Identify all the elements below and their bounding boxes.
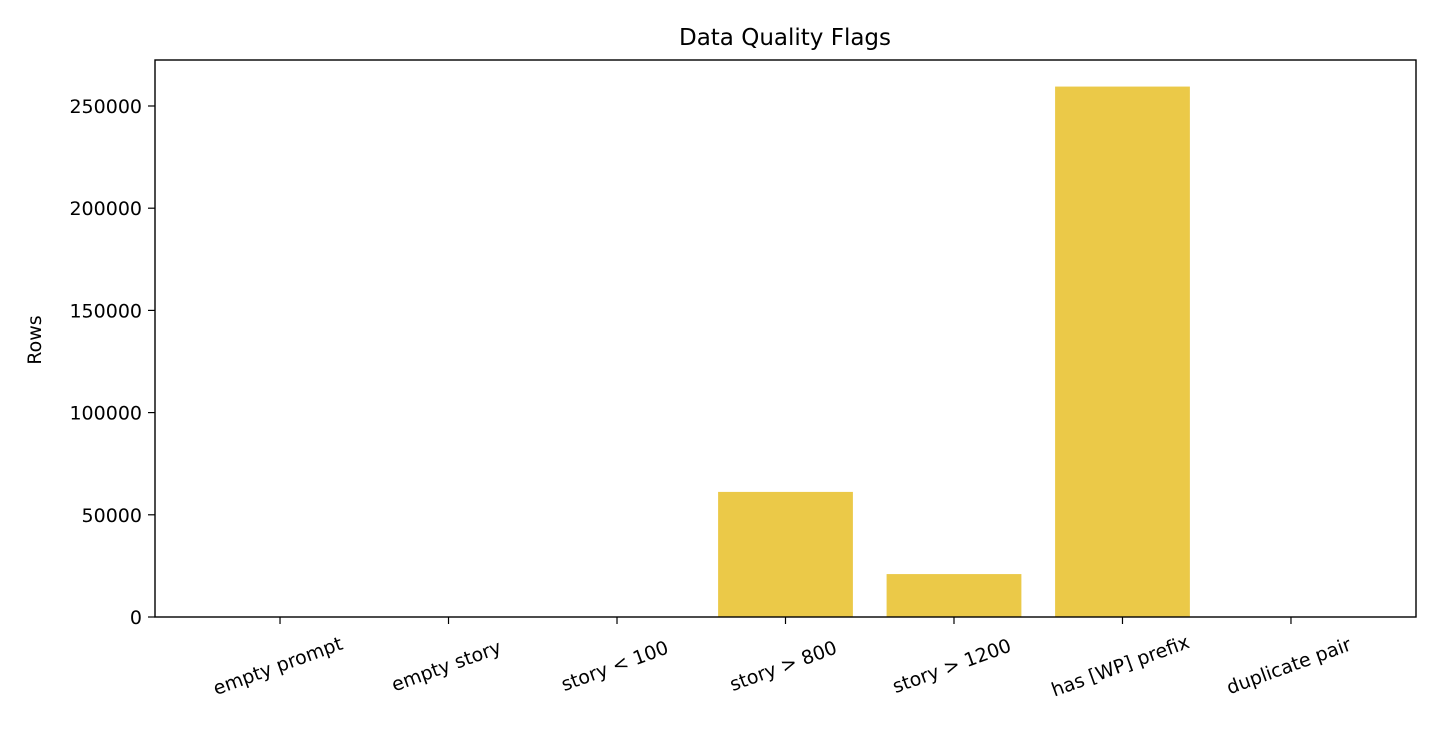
x-tick-label: story > 800 (727, 637, 840, 696)
y-tick-label: 50000 (82, 505, 142, 527)
x-tick-label: story > 1200 (890, 635, 1014, 698)
y-tick-label: 200000 (69, 198, 142, 220)
bar (718, 491, 853, 617)
y-tick-label: 150000 (69, 300, 142, 322)
chart-title: Data Quality Flags (679, 25, 891, 51)
x-tick-label: empty prompt (210, 633, 345, 700)
y-tick-label: 250000 (69, 96, 142, 118)
y-tick-label: 100000 (69, 403, 142, 425)
x-tick-label: empty story (389, 636, 505, 696)
y-axis-label: Rows (24, 315, 46, 364)
x-tick-label: story < 100 (558, 637, 671, 696)
y-tick-label: 0 (130, 607, 142, 629)
plot-frame (154, 59, 1417, 618)
bar (886, 574, 1022, 617)
x-tick-label: has [WP] prefix (1048, 631, 1192, 701)
x-tick-label: duplicate pair (1224, 634, 1355, 699)
bar (1055, 86, 1190, 617)
